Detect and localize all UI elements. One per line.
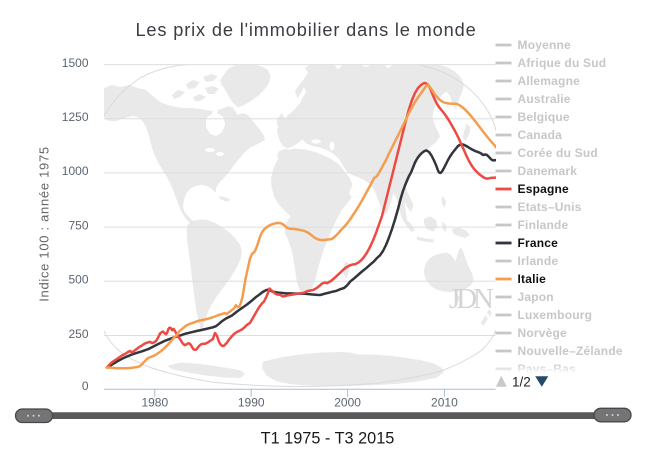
svg-text:Espagne: Espagne [518,182,570,196]
svg-text:Australie: Australie [518,92,571,106]
svg-text:1/2: 1/2 [512,375,531,390]
svg-text:2010: 2010 [431,395,458,409]
svg-text:500: 500 [68,273,88,287]
svg-text:Allemagne: Allemagne [518,74,581,88]
svg-text:Corée du Sud: Corée du Sud [518,146,598,160]
svg-text:250: 250 [68,327,88,341]
svg-text:Afrique du Sud: Afrique du Sud [518,56,607,70]
svg-text:1000: 1000 [62,164,89,178]
svg-text:Italie: Italie [518,272,547,286]
svg-text:1500: 1500 [62,56,89,70]
svg-text:750: 750 [68,218,88,232]
svg-text:Indice 100 : année 1975: Indice 100 : année 1975 [37,146,52,302]
svg-text:T1 1975 - T3 2015: T1 1975 - T3 2015 [261,430,395,448]
svg-text:1990: 1990 [238,395,265,409]
svg-text:1250: 1250 [62,110,89,124]
svg-text:Canada: Canada [518,128,563,142]
svg-text:2000: 2000 [334,395,361,409]
svg-text:France: France [518,236,559,250]
svg-text:1980: 1980 [141,395,168,409]
svg-text:JDN: JDN [449,283,494,315]
svg-text:Nouvelle–Zélande: Nouvelle–Zélande [518,344,623,358]
svg-text:Danemark: Danemark [518,164,578,178]
svg-text:Finlande: Finlande [518,218,569,232]
svg-text:Etats–Unis: Etats–Unis [518,200,582,214]
svg-text:Moyenne: Moyenne [518,38,572,52]
svg-text:Belgique: Belgique [518,110,570,124]
svg-text:0: 0 [82,379,89,393]
svg-text:Luxembourg: Luxembourg [518,308,593,322]
svg-text:Japon: Japon [518,290,554,304]
svg-text:Norvège: Norvège [518,326,568,340]
svg-text:Irlande: Irlande [518,254,559,268]
svg-text:Les prix de l'immobilier dans: Les prix de l'immobilier dans le monde [135,20,476,40]
